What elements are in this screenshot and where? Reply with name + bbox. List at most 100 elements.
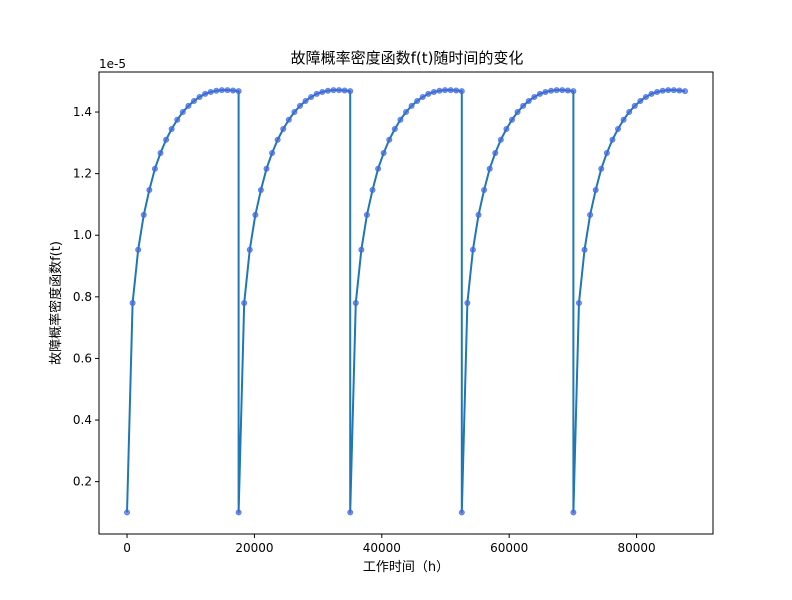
data-point xyxy=(520,102,527,109)
data-point xyxy=(397,116,404,123)
data-point xyxy=(654,89,661,96)
data-point xyxy=(285,116,292,123)
data-point xyxy=(241,299,248,306)
data-point xyxy=(185,102,192,109)
data-point xyxy=(358,246,365,253)
data-point xyxy=(458,509,465,516)
y-tick-label: 1.0 xyxy=(73,228,92,242)
data-point xyxy=(587,211,594,218)
y-tick-label: 0.4 xyxy=(73,413,92,427)
data-point xyxy=(575,299,582,306)
data-point xyxy=(218,87,225,94)
data-point xyxy=(341,87,348,94)
plot-area xyxy=(124,87,688,516)
data-point xyxy=(542,89,549,96)
data-point xyxy=(129,299,136,306)
data-point xyxy=(592,186,599,193)
data-point xyxy=(626,109,633,116)
data-point xyxy=(536,90,543,97)
data-point xyxy=(140,211,147,218)
data-point xyxy=(213,87,220,94)
data-point xyxy=(564,87,571,94)
data-point xyxy=(347,88,354,95)
x-axis-label: 工作时间（h） xyxy=(363,560,449,575)
chart-title: 故障概率密度函数f(t)随时间的变化 xyxy=(291,49,524,67)
data-point xyxy=(509,116,516,123)
data-point xyxy=(347,509,354,516)
data-point xyxy=(525,97,532,104)
data-point xyxy=(531,93,538,100)
data-point xyxy=(151,165,158,172)
data-point xyxy=(391,125,398,132)
data-point xyxy=(447,87,454,94)
data-point xyxy=(620,116,627,123)
x-axis: 0 20000 40000 60000 80000 xyxy=(123,534,656,555)
y-tick-label: 1.2 xyxy=(73,167,92,181)
data-point xyxy=(263,165,270,172)
data-point xyxy=(659,87,666,94)
data-point xyxy=(481,186,488,193)
data-point xyxy=(174,116,181,123)
data-point xyxy=(637,97,644,104)
data-point xyxy=(642,93,649,100)
data-point xyxy=(486,165,493,172)
axes-frame xyxy=(98,71,714,535)
x-tick-label: 40000 xyxy=(363,541,401,555)
data-point xyxy=(157,149,164,156)
data-point xyxy=(419,93,426,100)
data-point xyxy=(570,88,577,95)
y-axis: 0.2 0.4 0.6 0.8 1.0 1.2 1.4 xyxy=(73,105,99,489)
data-point xyxy=(464,299,471,306)
data-point xyxy=(168,125,175,132)
y-tick-label: 1.4 xyxy=(73,105,92,119)
data-point xyxy=(324,87,331,94)
data-point xyxy=(514,109,521,116)
data-point xyxy=(436,87,443,94)
data-point xyxy=(369,186,376,193)
x-tick-label: 0 xyxy=(123,541,131,555)
y-axis-label: 故障概率密度函数f(t) xyxy=(48,241,64,365)
data-point xyxy=(631,102,638,109)
data-point xyxy=(492,149,499,156)
data-point xyxy=(603,149,610,156)
data-point xyxy=(257,186,264,193)
data-point xyxy=(224,87,231,94)
data-point xyxy=(458,88,465,95)
data-point xyxy=(235,509,242,516)
data-point xyxy=(469,246,476,253)
data-point xyxy=(196,93,203,100)
data-point xyxy=(425,90,432,97)
data-point xyxy=(296,102,303,109)
data-point xyxy=(302,97,309,104)
data-point xyxy=(291,109,298,116)
data-point xyxy=(648,90,655,97)
y-tick-label: 0.6 xyxy=(73,351,92,365)
data-point xyxy=(681,88,688,95)
data-point xyxy=(363,211,370,218)
data-point xyxy=(553,87,560,94)
data-point xyxy=(503,125,510,132)
data-point xyxy=(430,89,437,96)
x-tick-label: 80000 xyxy=(617,541,655,555)
data-point xyxy=(453,87,460,94)
data-point xyxy=(235,88,242,95)
data-point xyxy=(202,90,209,97)
x-tick-label: 60000 xyxy=(490,541,528,555)
data-point xyxy=(609,136,616,143)
y-tick-label: 0.8 xyxy=(73,290,92,304)
data-point xyxy=(146,186,153,193)
data-point xyxy=(375,165,382,172)
data-point xyxy=(135,246,142,253)
data-point xyxy=(207,89,214,96)
data-point xyxy=(190,97,197,104)
data-point xyxy=(475,211,482,218)
data-point xyxy=(230,87,237,94)
data-point xyxy=(665,87,672,94)
data-point xyxy=(246,246,253,253)
data-point xyxy=(598,165,605,172)
y-offset-text: 1e-5 xyxy=(99,57,126,71)
data-point xyxy=(163,136,170,143)
data-point xyxy=(380,149,387,156)
data-point xyxy=(615,125,622,132)
